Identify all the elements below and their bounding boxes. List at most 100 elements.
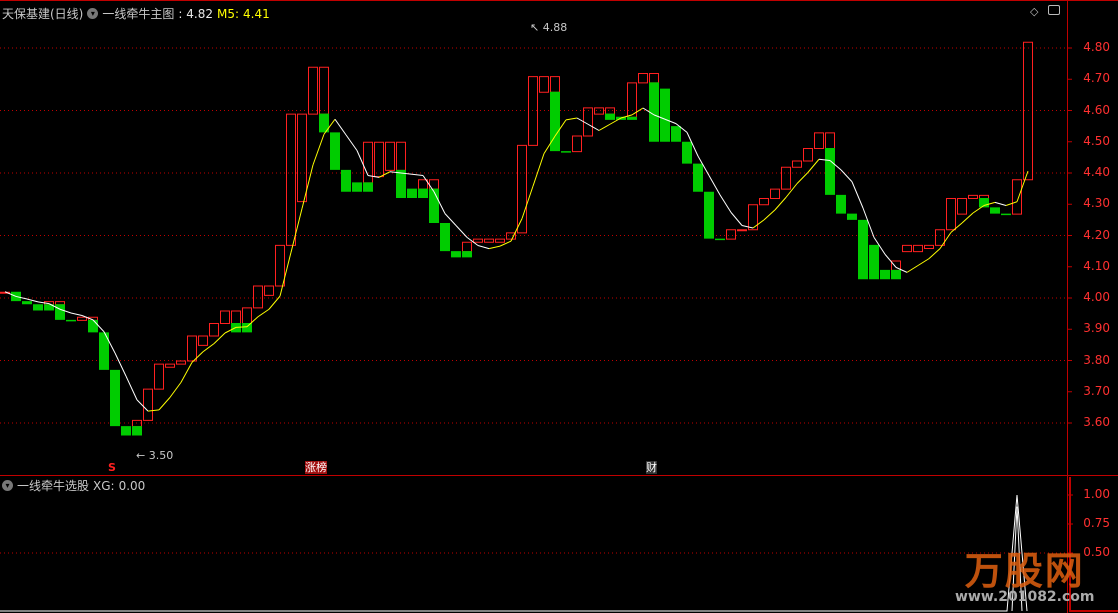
candle-up	[143, 388, 153, 421]
candle-up	[968, 194, 978, 199]
ma5-segment	[400, 172, 413, 175]
candle-up	[803, 148, 813, 162]
sub-tick-label: 0.50	[1083, 545, 1110, 559]
ma5-segment	[554, 119, 567, 137]
candle-down	[836, 194, 846, 214]
candle-down	[407, 188, 417, 198]
candle-up	[242, 307, 252, 324]
candle-up	[649, 73, 659, 84]
ma5-segment	[103, 331, 116, 354]
y-tick-label: 4.10	[1083, 258, 1110, 273]
y-tick-label: 4.20	[1083, 227, 1110, 242]
ma5-segment	[48, 303, 61, 310]
candle-down	[682, 141, 692, 164]
candle-up	[814, 132, 824, 149]
ma5-segment	[818, 158, 831, 161]
ma5-segment	[532, 153, 545, 187]
candle-up	[946, 198, 956, 231]
ma5-segment	[598, 123, 611, 131]
ma5-segment	[114, 352, 127, 377]
main-header: 天保基建(日线) ▾ 一线牵牛主图 : 4.82 M5: 4.41	[2, 5, 270, 22]
ma5-segment	[521, 185, 534, 219]
ma5-segment	[37, 301, 50, 305]
candle-down	[341, 169, 351, 192]
candle-down	[671, 126, 681, 142]
ma5-segment	[840, 169, 853, 183]
ma5-segment	[763, 209, 776, 221]
candle-down	[990, 207, 1000, 214]
ma5-segment	[312, 134, 325, 166]
candle-down	[440, 223, 450, 252]
ma5-segment	[719, 194, 732, 213]
xg-line	[0, 494, 1028, 612]
candle-down	[132, 426, 142, 436]
indicator-name[interactable]: 一线牵牛主图	[102, 7, 175, 21]
xg-label: XG:	[93, 478, 115, 493]
chevron-down-icon[interactable]: ▾	[87, 8, 99, 19]
logo-text: 万股网	[964, 549, 1085, 593]
candle-down	[352, 182, 362, 192]
ma5-segment	[433, 191, 446, 214]
candle-down	[561, 151, 571, 153]
signal-s[interactable]: S	[108, 461, 116, 474]
candle-down	[319, 113, 329, 133]
diamond-icon[interactable]: ◇	[1030, 5, 1039, 18]
ma5-segment	[741, 225, 754, 229]
ma5-segment	[829, 160, 842, 171]
candle-up	[539, 76, 549, 93]
candle-up	[308, 66, 318, 115]
y-tick-label: 4.70	[1083, 71, 1110, 86]
low-annotation: ← 3.50	[136, 449, 174, 462]
price-value: : 4.82	[178, 6, 213, 21]
candle-down	[330, 132, 340, 170]
ma5-segment	[367, 175, 380, 178]
candle-up	[363, 141, 373, 184]
candle-down	[99, 332, 109, 370]
candle-up	[825, 132, 835, 149]
y-tick-label: 4.00	[1083, 290, 1110, 304]
ma5-segment	[1016, 170, 1029, 202]
xg-line-inner	[1011, 506, 1023, 612]
candle-down	[649, 82, 659, 142]
panel-toggle-icon[interactable]	[1048, 5, 1060, 15]
ma5-segment	[235, 326, 248, 328]
candle-up	[374, 141, 384, 178]
candle-up	[264, 285, 274, 296]
candle-down	[1001, 213, 1011, 216]
candle-down	[847, 213, 857, 220]
ma5-segment	[268, 295, 281, 310]
candle-up	[220, 310, 230, 324]
candle-up	[176, 360, 186, 365]
ma5-segment	[323, 118, 336, 135]
candle-down	[891, 269, 901, 280]
logo-url: www.201082.com	[955, 589, 1095, 605]
ma5-segment	[499, 240, 512, 247]
candle-up	[572, 135, 582, 153]
chevron-down-icon[interactable]: ▾	[2, 480, 13, 491]
ma5-segment	[136, 399, 149, 412]
sub-tick-label: 1.00	[1083, 487, 1110, 501]
ma5-segment	[939, 232, 952, 249]
candle-down	[605, 113, 615, 120]
ma5-segment	[785, 183, 798, 198]
y-tick-label: 4.60	[1083, 102, 1110, 117]
candle-up	[792, 160, 802, 168]
xg-value: 0.00	[118, 478, 146, 493]
signal-cai[interactable]: 财	[646, 461, 657, 474]
candle-up	[275, 244, 285, 287]
ma5-segment	[862, 207, 875, 238]
candle-up	[462, 241, 472, 253]
sub-tick-label: 0.75	[1083, 516, 1110, 530]
candle-up	[1012, 179, 1022, 215]
ma5-segment	[752, 219, 765, 229]
candle-up	[638, 73, 648, 84]
signal-zhang-bang[interactable]: 涨榜	[305, 461, 327, 474]
ma5-segment	[774, 197, 787, 211]
ma5-segment	[928, 248, 941, 259]
sub-indicator-name[interactable]: 一线牵牛选股	[17, 479, 90, 493]
ma5-segment	[950, 222, 963, 233]
candle-down	[858, 219, 868, 280]
candle-up	[396, 141, 406, 171]
candle-down	[242, 323, 252, 333]
